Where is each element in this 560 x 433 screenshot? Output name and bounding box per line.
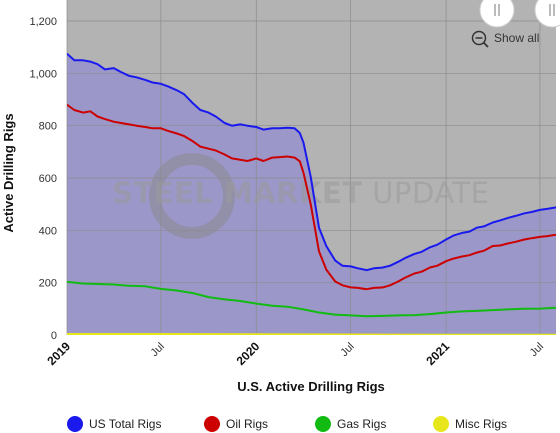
series-line-misc-rigs	[67, 333, 556, 335]
y-tick-label: 200	[39, 278, 57, 290]
legend: US Total Rigs Oil Rigs Gas Rigs Misc Rigs	[67, 416, 507, 432]
series-lines	[67, 52, 556, 335]
x-axis-ticks: 2019 Jul 2020 Jul 2021 Jul	[44, 339, 546, 368]
legend-marker	[433, 416, 449, 432]
legend-item[interactable]: Gas Rigs	[315, 416, 386, 432]
series-line-gas-rigs	[67, 280, 556, 318]
series-line-us-total-rigs	[67, 52, 556, 272]
y-tick-label: 1,000	[29, 68, 57, 80]
legend-item[interactable]: Misc Rigs	[433, 416, 507, 432]
watermark-bold-text: STEEL MARKET	[112, 176, 363, 210]
legend-item[interactable]: US Total Rigs	[67, 416, 161, 432]
y-tick-label: 600	[39, 173, 57, 185]
x-tick-label: Jul	[149, 341, 167, 359]
x-tick-label: 2019	[44, 339, 73, 368]
watermark-light-text: UPDATE	[363, 176, 490, 210]
total-rigs-area	[67, 53, 556, 335]
series-line-oil-rigs	[67, 103, 556, 291]
x-tick-label: 2021	[423, 339, 452, 368]
zoom-out-icon	[471, 30, 489, 48]
legend-marker	[67, 416, 83, 432]
watermark: STEEL MARKET UPDATE	[112, 153, 489, 239]
y-tick-label: 0	[51, 330, 57, 342]
x-tick-label: 2020	[234, 339, 263, 368]
y-tick-label: 800	[39, 121, 57, 133]
y-axis-title: Active Drilling Rigs	[1, 113, 16, 232]
legend-item[interactable]: Oil Rigs	[204, 416, 268, 432]
legend-label: Oil Rigs	[226, 417, 268, 431]
y-axis-ticks: 0 200 400 600 800 1,000 1,200	[29, 16, 57, 342]
y-gridlines	[67, 20, 556, 284]
x-tick-label: Jul	[338, 341, 356, 359]
legend-label: Misc Rigs	[455, 417, 507, 431]
x-axis-title: U.S. Active Drilling Rigs	[237, 379, 385, 394]
y-tick-label: 1,200	[29, 16, 57, 28]
y-tick-label: 400	[39, 225, 57, 237]
legend-marker	[204, 416, 220, 432]
legend-label: Gas Rigs	[337, 417, 386, 431]
legend-label: US Total Rigs	[89, 417, 161, 431]
show-all-button[interactable]: Show all	[471, 30, 540, 48]
watermark-ring-icon	[149, 153, 235, 239]
svg-text:STEEL MARKET UPDATE: STEEL MARKET UPDATE	[112, 176, 489, 210]
zoom-handle-left[interactable]	[479, 0, 515, 28]
legend-marker	[315, 416, 331, 432]
show-all-label: Show all	[494, 31, 539, 45]
x-tick-label: Jul	[528, 341, 546, 359]
zoom-handle-right[interactable]	[534, 0, 560, 28]
